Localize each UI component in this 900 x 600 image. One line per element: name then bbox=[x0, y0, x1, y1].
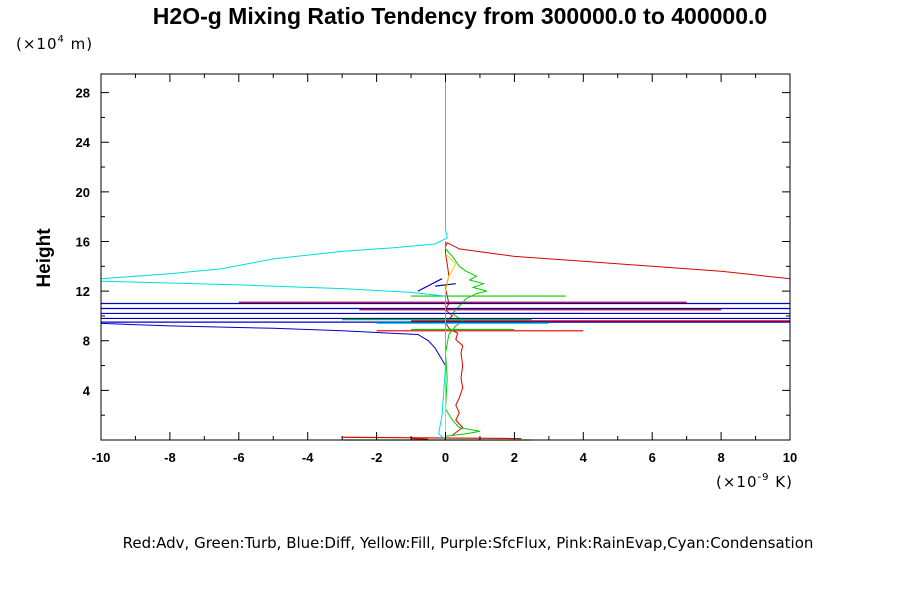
x-tick-label: 6 bbox=[649, 450, 656, 465]
x-tick-label: -6 bbox=[233, 450, 245, 465]
x-tick-label: 10 bbox=[783, 450, 797, 465]
y-tick-label: 12 bbox=[76, 284, 90, 299]
chart-title: H2O-g Mixing Ratio Tendency from 300000.… bbox=[153, 3, 767, 29]
y-tick-label: 20 bbox=[76, 185, 90, 200]
y-tick-label: 8 bbox=[83, 334, 90, 349]
series-adv-band bbox=[342, 436, 522, 440]
series-condensation-line bbox=[100, 74, 448, 280]
x-tick-label: 0 bbox=[442, 450, 449, 465]
y-unit-label: (×104 m) bbox=[16, 34, 93, 53]
x-tick-label: 2 bbox=[511, 450, 518, 465]
y-axis-label: Height bbox=[34, 228, 55, 288]
x-tick-label: -2 bbox=[371, 450, 383, 465]
x-tick-label: 8 bbox=[717, 450, 724, 465]
series-turb-line bbox=[444, 241, 487, 437]
x-unit-label: (×10-9 K) bbox=[716, 472, 793, 491]
series-diff-band bbox=[435, 283, 456, 287]
y-tick-label: 28 bbox=[76, 86, 90, 101]
y-tick-label: 24 bbox=[76, 135, 91, 150]
axes bbox=[100, 73, 791, 441]
plot-series bbox=[100, 74, 791, 441]
y-tick-label: 16 bbox=[76, 234, 90, 249]
series-condensation-line-2 bbox=[100, 280, 446, 441]
x-tick-label: -4 bbox=[302, 450, 314, 465]
x-tick-label: 4 bbox=[580, 450, 588, 465]
series-diff-line bbox=[100, 322, 446, 434]
series-adv-line bbox=[444, 242, 791, 436]
series-adv-band bbox=[411, 437, 429, 440]
x-tick-label: -8 bbox=[164, 450, 176, 465]
legend-text: Red:Adv, Green:Turb, Blue:Diff, Yellow:F… bbox=[123, 534, 814, 552]
y-tick-label: 4 bbox=[83, 383, 91, 398]
x-tick-label: -10 bbox=[92, 450, 111, 465]
series-diff-band bbox=[417, 278, 443, 292]
